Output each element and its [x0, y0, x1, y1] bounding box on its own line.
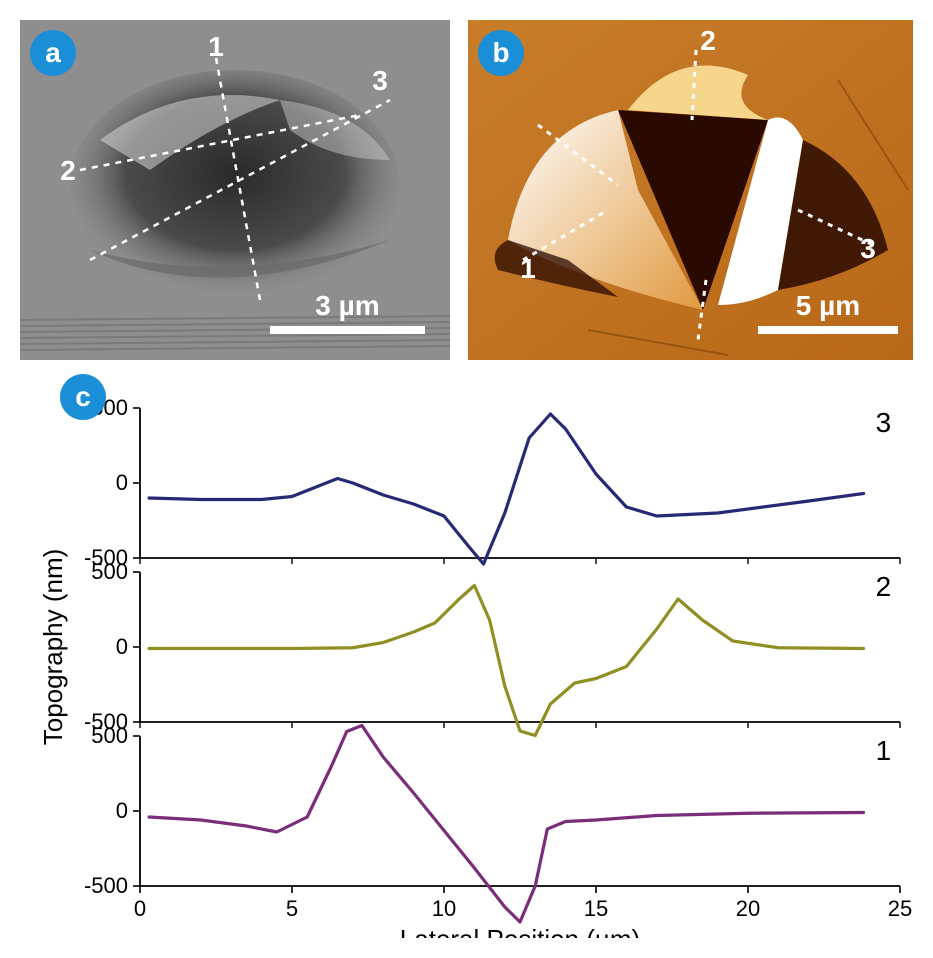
topography-profiles-chart: -50005003-50005002-500050005101520251Top…	[20, 378, 913, 938]
panel-a: 1 2 3 3 µm a	[20, 20, 450, 360]
svg-text:2: 2	[700, 25, 716, 56]
svg-text:3 µm: 3 µm	[315, 290, 379, 321]
badge-a: a	[30, 30, 76, 76]
svg-text:-500: -500	[84, 873, 128, 898]
svg-text:3: 3	[372, 65, 388, 96]
badge-b: b	[478, 30, 524, 76]
svg-text:2: 2	[876, 571, 892, 602]
panel-c: c -50005003-50005002-500050005101520251T…	[20, 378, 913, 938]
svg-text:0: 0	[116, 634, 128, 659]
afm-image: 1 2 35 µm	[468, 20, 913, 360]
svg-text:10: 10	[432, 896, 456, 921]
svg-text:Lateral Position (µm): Lateral Position (µm)	[400, 924, 640, 938]
panel-b: 1 2 35 µm b	[468, 20, 913, 360]
svg-text:3: 3	[876, 407, 892, 438]
svg-text:0: 0	[116, 470, 128, 495]
svg-text:1: 1	[520, 253, 536, 284]
svg-text:Topography (nm): Topography (nm)	[38, 549, 68, 746]
svg-text:500: 500	[91, 559, 128, 584]
svg-text:0: 0	[116, 798, 128, 823]
svg-text:0: 0	[134, 896, 146, 921]
svg-text:5 µm: 5 µm	[796, 290, 860, 321]
badge-c: c	[60, 374, 106, 420]
svg-text:25: 25	[888, 896, 912, 921]
svg-text:1: 1	[876, 735, 892, 766]
svg-text:500: 500	[91, 723, 128, 748]
svg-text:1: 1	[208, 31, 224, 62]
svg-text:20: 20	[736, 896, 760, 921]
sem-image: 1 2 3 3 µm	[20, 20, 450, 360]
svg-text:5: 5	[286, 896, 298, 921]
svg-text:3: 3	[860, 233, 876, 264]
svg-text:2: 2	[60, 155, 76, 186]
svg-text:15: 15	[584, 896, 608, 921]
